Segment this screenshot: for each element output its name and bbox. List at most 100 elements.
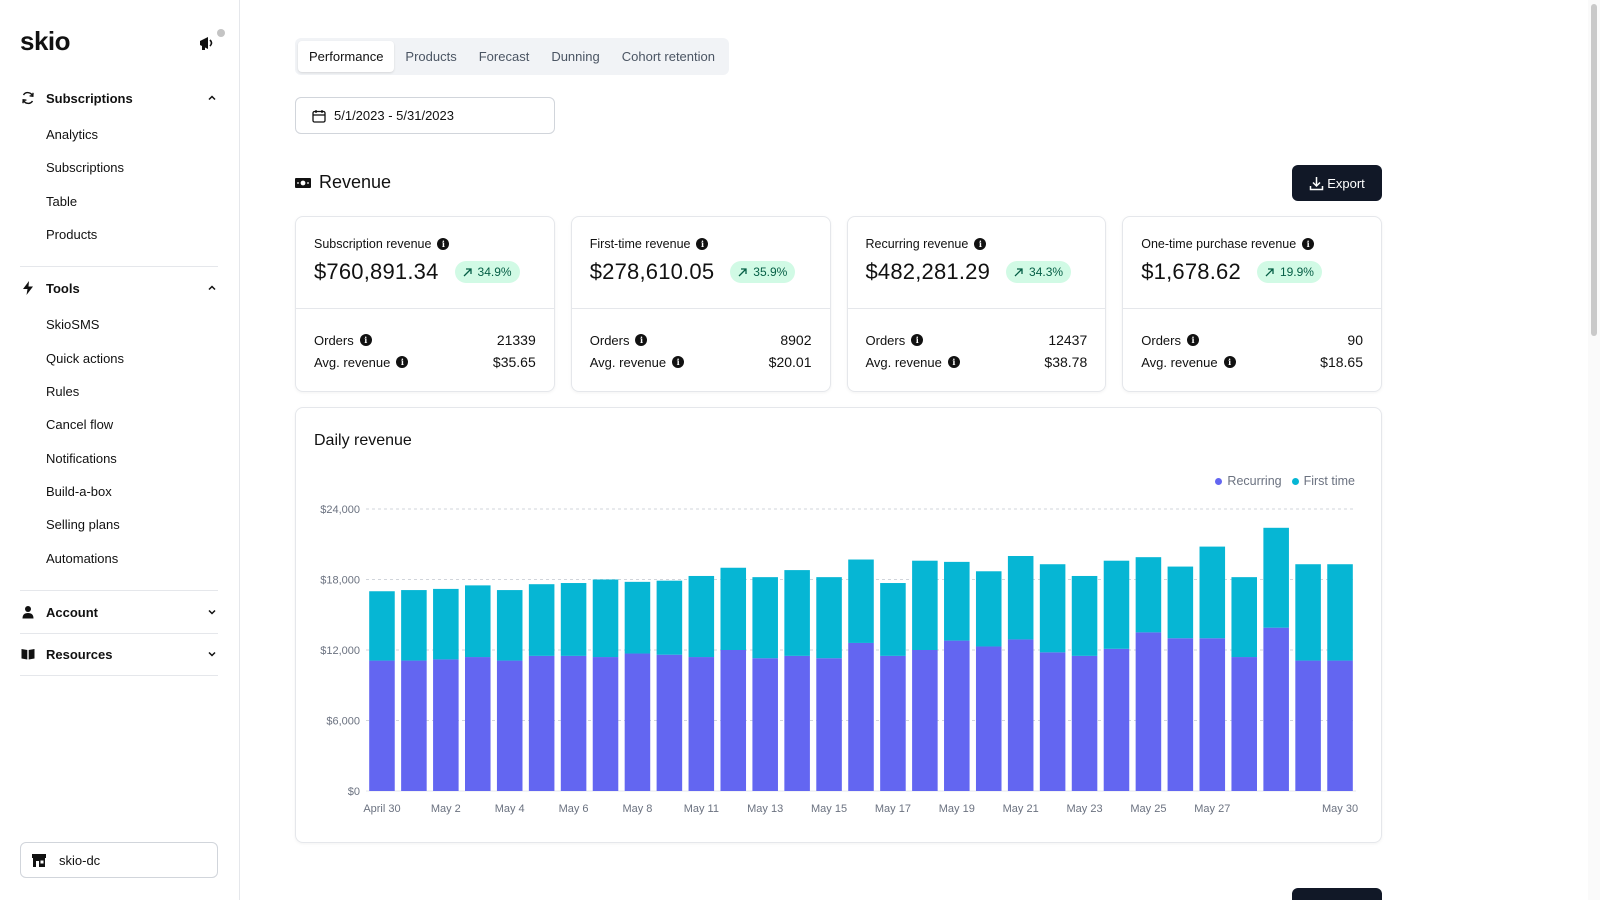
bar-first-time[interactable] [752, 577, 778, 659]
bar-recurring[interactable] [975, 646, 1002, 791]
export-button-secondary[interactable] [1292, 888, 1382, 900]
bar-recurring[interactable] [1135, 632, 1162, 791]
sidebar-item-automations[interactable]: Automations [46, 551, 119, 566]
bar-first-time[interactable] [848, 559, 874, 643]
bar-first-time[interactable] [1135, 557, 1162, 633]
bar-recurring[interactable] [433, 659, 459, 791]
bar-first-time[interactable] [1007, 556, 1034, 640]
sidebar-item-analytics[interactable]: Analytics [46, 127, 99, 142]
nav-section-account[interactable]: Account [20, 600, 218, 624]
bar-first-time[interactable] [1295, 564, 1321, 661]
bar-first-time[interactable] [496, 590, 523, 661]
sidebar-item-rules[interactable]: Rules [46, 384, 80, 399]
export-button[interactable]: Export [1292, 165, 1382, 201]
bar-recurring[interactable] [944, 640, 970, 791]
sidebar-item-products[interactable]: Products [46, 227, 98, 242]
bar-first-time[interactable] [401, 590, 427, 661]
bar-first-time[interactable] [1199, 546, 1226, 639]
sidebar-item-selling-plans[interactable]: Selling plans [46, 517, 120, 532]
bar-recurring[interactable] [752, 658, 778, 791]
sidebar-item-quick-actions[interactable]: Quick actions [46, 351, 125, 366]
info-icon[interactable]: i [635, 334, 648, 346]
app-logo[interactable]: skio [20, 26, 71, 56]
bar-recurring[interactable] [1263, 627, 1289, 791]
bar-first-time[interactable] [1103, 560, 1130, 649]
bar-recurring[interactable] [1167, 638, 1194, 791]
bar-first-time[interactable] [688, 575, 715, 658]
bar-recurring[interactable] [688, 657, 715, 791]
sidebar-item-subscriptions[interactable]: Subscriptions [46, 160, 125, 175]
bar-recurring[interactable] [784, 655, 810, 791]
bar-first-time[interactable] [784, 570, 810, 656]
bar-first-time[interactable] [528, 584, 555, 656]
bar-recurring[interactable] [496, 660, 523, 791]
info-icon[interactable]: i [1223, 356, 1236, 368]
bar-recurring[interactable] [912, 650, 938, 791]
info-icon[interactable]: i [437, 238, 450, 250]
bar-recurring[interactable] [1007, 639, 1034, 791]
tab-forecast[interactable]: Forecast [478, 49, 530, 64]
nav-section-subscriptions[interactable]: Subscriptions [20, 86, 218, 110]
bar-first-time[interactable] [975, 571, 1002, 647]
bar-first-time[interactable] [720, 567, 747, 650]
legend-item-recurring[interactable]: Recurring [1215, 474, 1282, 488]
bar-first-time[interactable] [816, 577, 842, 659]
bar-recurring[interactable] [465, 657, 491, 791]
bar-recurring[interactable] [848, 642, 874, 791]
info-icon[interactable]: i [359, 334, 372, 346]
tab-cohort-retention[interactable]: Cohort retention [621, 49, 715, 64]
bar-first-time[interactable] [1167, 566, 1194, 639]
megaphone-icon[interactable] [198, 34, 218, 52]
bar-first-time[interactable] [1231, 577, 1257, 658]
tab-performance[interactable]: Performance [298, 41, 395, 72]
bar-first-time[interactable] [592, 579, 619, 658]
bar-first-time[interactable] [944, 561, 970, 641]
sidebar-item-cancel-flow[interactable]: Cancel flow [46, 417, 114, 432]
store-switcher[interactable]: skio-dc [20, 842, 218, 878]
sidebar-item-notifications[interactable]: Notifications [46, 451, 117, 466]
bar-recurring[interactable] [560, 655, 587, 791]
tab-products[interactable]: Products [405, 49, 457, 64]
bar-recurring[interactable] [1039, 652, 1066, 791]
date-range-picker[interactable]: 5/1/2023 - 5/31/2023 [295, 97, 555, 134]
bar-first-time[interactable] [912, 560, 938, 650]
bar-first-time[interactable] [1039, 564, 1066, 653]
bar-recurring[interactable] [592, 657, 619, 791]
bar-recurring[interactable] [369, 660, 395, 791]
bar-recurring[interactable] [656, 654, 683, 791]
bar-first-time[interactable] [1327, 564, 1353, 661]
tab-dunning[interactable]: Dunning [551, 49, 600, 64]
info-icon[interactable]: i [911, 334, 924, 346]
bar-recurring[interactable] [1295, 660, 1321, 791]
sidebar-item-skiosms[interactable]: SkioSMS [46, 317, 100, 332]
info-icon[interactable]: i [974, 238, 987, 250]
nav-section-tools[interactable]: Tools [20, 276, 218, 300]
bar-first-time[interactable] [1071, 575, 1098, 656]
info-icon[interactable]: i [1186, 334, 1199, 346]
bar-first-time[interactable] [465, 585, 491, 658]
bar-first-time[interactable] [880, 583, 906, 656]
bar-recurring[interactable] [1071, 655, 1098, 791]
bar-first-time[interactable] [1263, 527, 1289, 628]
info-icon[interactable]: i [696, 238, 709, 250]
bar-recurring[interactable] [401, 660, 427, 791]
bar-first-time[interactable] [656, 580, 683, 655]
sidebar-item-table[interactable]: Table [46, 194, 78, 209]
bar-first-time[interactable] [433, 588, 459, 660]
info-icon[interactable]: i [947, 356, 960, 368]
bar-recurring[interactable] [1103, 648, 1130, 791]
bar-first-time[interactable] [560, 583, 587, 656]
bar-recurring[interactable] [720, 650, 747, 791]
bar-first-time[interactable] [624, 581, 651, 654]
nav-section-resources[interactable]: Resources [20, 642, 218, 666]
bar-recurring[interactable] [624, 653, 651, 791]
bar-recurring[interactable] [528, 655, 555, 791]
scrollbar[interactable] [1588, 0, 1600, 900]
info-icon[interactable]: i [396, 356, 409, 368]
sidebar-item-build-a-box[interactable]: Build-a-box [46, 484, 112, 499]
bar-recurring[interactable] [1327, 660, 1353, 791]
scrollbar-thumb[interactable] [1591, 4, 1597, 336]
legend-item-first-time[interactable]: First time [1291, 474, 1355, 488]
bar-recurring[interactable] [880, 655, 906, 791]
bar-first-time[interactable] [369, 591, 395, 661]
